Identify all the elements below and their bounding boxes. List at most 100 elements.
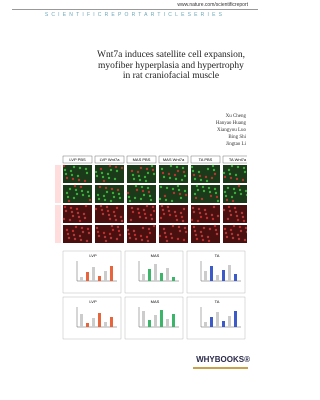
micrograph-speck — [145, 204, 149, 208]
micrograph-speck — [149, 198, 153, 202]
micrograph-speck — [161, 208, 165, 212]
bar — [210, 317, 213, 327]
micrograph-speck — [168, 213, 172, 217]
micrograph-speck — [238, 225, 242, 229]
micrograph-speck — [226, 186, 230, 190]
micrograph-speck — [132, 229, 136, 233]
micrograph-speck — [71, 229, 75, 233]
micrograph-speck — [78, 234, 82, 238]
micrograph-speck — [127, 232, 131, 236]
micrograph-speck — [88, 198, 92, 202]
micrograph-speck — [120, 166, 124, 170]
micrograph-speck — [199, 230, 203, 234]
authors: Xu Cheng Hanyao Huang Xiangyou Luo Bing Shi… — [216, 113, 246, 148]
micrograph-speck — [171, 224, 175, 228]
panel-title: TA — [215, 299, 220, 304]
bar — [142, 274, 145, 281]
micrograph-speck — [83, 216, 87, 220]
micrograph-speck — [94, 170, 98, 174]
micrograph-speck — [103, 235, 107, 239]
micrograph-speck — [229, 213, 233, 217]
micrograph-speck — [103, 198, 107, 202]
micrograph-speck — [212, 168, 216, 172]
micrograph-speck — [233, 191, 237, 195]
micrograph-speck — [95, 174, 99, 178]
bar — [166, 319, 169, 327]
bar — [234, 311, 237, 327]
micrograph-speck — [151, 205, 155, 209]
micrograph-speck — [158, 234, 162, 238]
micrograph-speck — [116, 188, 120, 192]
micrograph-speck — [191, 169, 195, 173]
micrograph-speck — [75, 207, 79, 211]
micrograph-speck — [163, 231, 167, 235]
column-header-box — [62, 155, 93, 164]
author: Xu Cheng — [225, 114, 246, 119]
micrograph-speck — [160, 204, 164, 208]
micrograph-speck — [147, 227, 151, 231]
micrograph-speck — [68, 218, 72, 222]
micrograph-speck — [152, 172, 156, 176]
micrograph-speck — [67, 199, 71, 203]
micrograph-speck — [112, 195, 116, 199]
micrograph-speck — [235, 177, 239, 181]
micrograph-speck — [245, 230, 247, 234]
micrograph-speck — [228, 172, 232, 176]
micrograph-speck — [159, 216, 163, 220]
micrograph-speck — [160, 167, 164, 171]
micrograph-speck — [139, 166, 143, 170]
micrograph-speck — [227, 168, 231, 172]
micrograph-speck — [78, 166, 82, 170]
micrograph-speck — [172, 191, 176, 195]
micrograph-speck — [72, 233, 76, 237]
micrograph-speck — [68, 187, 72, 191]
micrograph-speck — [108, 164, 112, 168]
micrograph-speck — [201, 185, 205, 189]
micrograph-speck — [62, 217, 66, 221]
micrograph-speck — [136, 207, 140, 211]
micrograph-speck — [231, 199, 235, 203]
micrograph-speck — [63, 205, 67, 209]
micrograph-speck — [70, 173, 74, 177]
micrograph-speck — [146, 239, 150, 243]
author: Xiangyou Luo — [216, 128, 246, 133]
micrograph — [159, 165, 188, 183]
micrograph-speck — [199, 178, 203, 182]
micrograph-speck — [168, 176, 172, 180]
bar — [216, 312, 219, 327]
publisher-logo: WHYBOOKS® — [196, 355, 250, 364]
micrograph-speck — [133, 233, 137, 237]
micrograph-speck — [183, 226, 187, 230]
micrograph-speck — [109, 168, 113, 172]
micrograph-speck — [228, 209, 232, 213]
micrograph-speck — [194, 196, 198, 200]
micrograph-speck — [73, 184, 77, 188]
micrograph-speck — [105, 205, 109, 209]
micrograph-speck — [208, 190, 212, 194]
bar — [234, 274, 237, 281]
bar — [222, 270, 225, 281]
author: Bing Shi — [228, 135, 246, 140]
micrograph-speck — [231, 236, 235, 240]
micrograph-speck — [175, 165, 179, 169]
micrograph-speck — [199, 215, 203, 219]
bar — [86, 323, 89, 327]
bar — [228, 316, 231, 327]
micrograph-speck — [129, 218, 133, 222]
micrograph-speck — [200, 234, 204, 238]
micrograph-speck — [179, 196, 183, 200]
micrograph-speck — [110, 187, 114, 191]
micrograph-speck — [117, 192, 121, 196]
micrograph-speck — [197, 170, 201, 174]
micrograph-speck — [133, 196, 137, 200]
micrograph-speck — [87, 194, 91, 198]
micrograph-speck — [181, 219, 185, 223]
micrograph-speck — [222, 171, 226, 175]
micrograph-speck — [134, 184, 138, 188]
micrograph-speck — [232, 224, 236, 228]
micrograph-speck — [230, 195, 234, 199]
micrograph-speck — [152, 209, 156, 213]
bar — [86, 272, 89, 281]
micrograph-speck — [195, 184, 199, 188]
micrograph-speck — [115, 237, 119, 241]
